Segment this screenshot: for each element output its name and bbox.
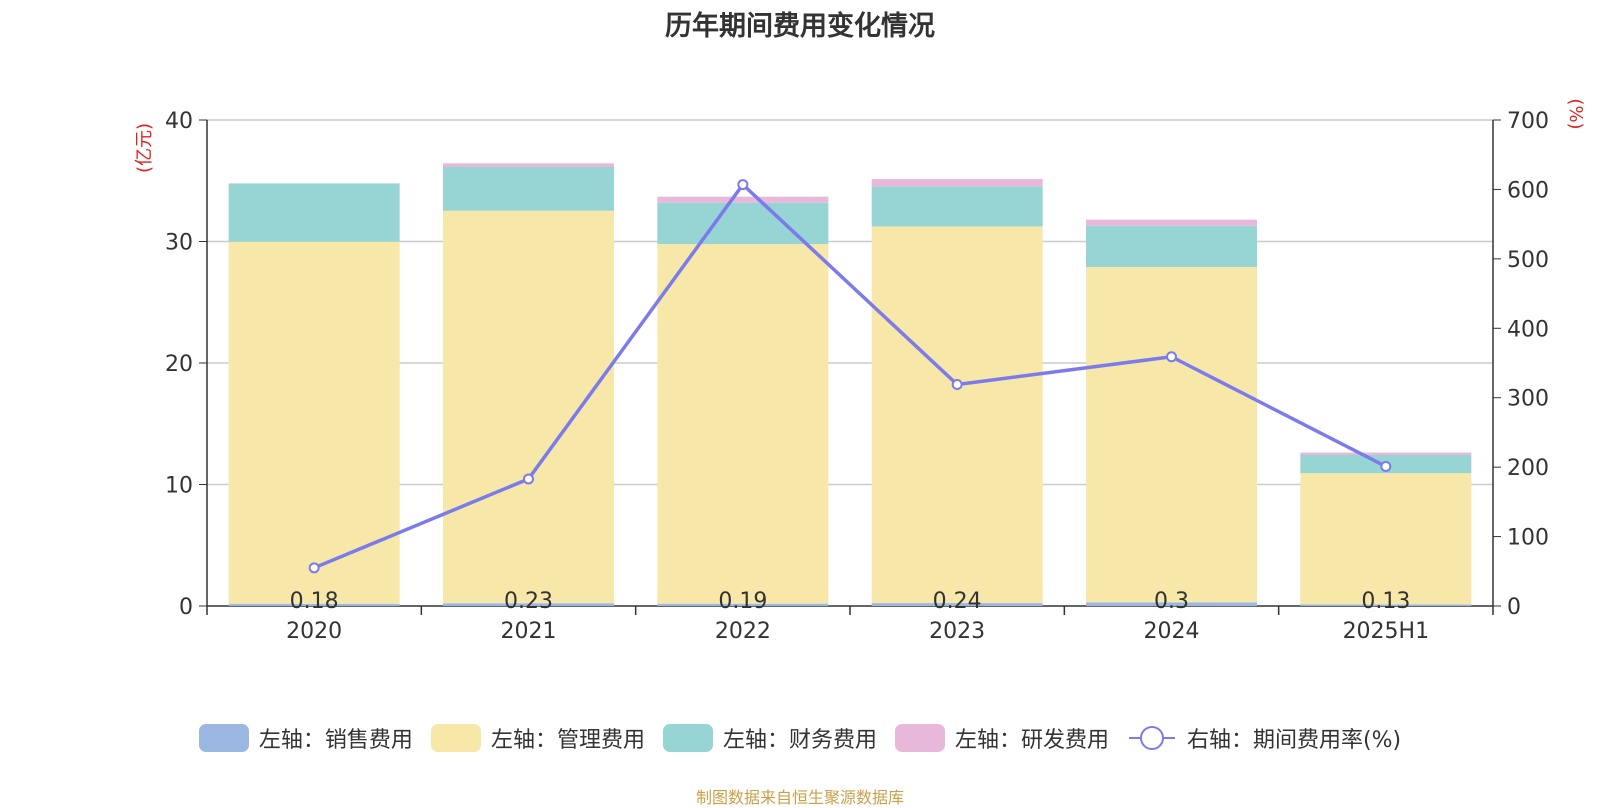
bar-value-label: 0.3 (1154, 589, 1189, 614)
chart-title: 历年期间费用变化情况 (665, 11, 935, 42)
left-axis-unit-label: (亿元) (134, 123, 155, 173)
bar-value-label: 0.24 (933, 589, 982, 614)
bar-segment-s2-c0 (228, 183, 400, 242)
legend-swatch-admin (430, 724, 481, 752)
rate-point-1 (523, 473, 534, 485)
bar-segment-s0-c4 (1086, 602, 1257, 606)
bar-value-label: 0.13 (1361, 589, 1410, 614)
bar-segment-s3-c5 (1300, 452, 1472, 455)
rate-point-5 (1380, 460, 1392, 472)
left-axis-tick-label: 0 (179, 595, 193, 620)
bar-segment-s1-c1 (443, 210, 614, 604)
bar-segment-s1-c5 (1300, 473, 1472, 605)
legend-label-rate: 右轴：期间费用率(%) (1186, 728, 1402, 753)
legend-item-rate[interactable]: 右轴：期间费用率(%) (1127, 722, 1401, 754)
legend-line-swatch-icon (1128, 726, 1175, 750)
bar-segment-s0-c0 (228, 603, 400, 606)
legend-item-admin[interactable]: 左轴：管理费用 (430, 722, 645, 754)
bar-segment-s1-c3 (871, 226, 1043, 604)
right-axis-tick-label: 300 (1507, 387, 1549, 412)
legend-item-sales[interactable]: 左轴：销售费用 (198, 722, 413, 754)
right-axis-tick-label: 500 (1507, 248, 1549, 273)
left-axis-tick-label: 10 (165, 474, 193, 499)
bar-segment-s3-c2 (657, 196, 829, 203)
x-axis-category-label: 2025H1 (1343, 619, 1430, 644)
x-axis-category-label: 2020 (286, 619, 342, 644)
right-axis-tick-label: 100 (1507, 526, 1549, 551)
right-axis-tick-label: 0 (1507, 595, 1521, 620)
right-axis-tick-label: 600 (1507, 178, 1549, 203)
bar-segment-s0-c2 (657, 603, 829, 606)
bar-value-label: 0.19 (718, 589, 767, 614)
legend-label-admin: 左轴：管理费用 (490, 728, 645, 753)
legend-swatch-rnd (894, 724, 945, 752)
rate-point-2 (737, 179, 749, 191)
bar-value-label: 0.23 (504, 589, 553, 614)
right-axis-tick-label: 700 (1507, 109, 1549, 134)
legend-label-finance: 左轴：财务费用 (722, 728, 877, 753)
source-note: 制图数据来自恒生聚源数据库 (695, 788, 904, 807)
bar-segment-s1-c2 (657, 244, 829, 604)
bar-segment-s2-c3 (871, 186, 1043, 227)
bar-segment-s1-c4 (1086, 267, 1257, 603)
bar-segment-s0-c1 (443, 603, 614, 606)
rate-line (313, 181, 1387, 570)
legend: 左轴：销售费用 左轴：管理费用 左轴：财务费用 左轴：研发费用 右轴：期间费用率… (0, 722, 1600, 754)
x-axis-category-label: 2023 (929, 619, 985, 644)
rate-point-0 (308, 562, 320, 574)
legend-label-rnd: 左轴：研发费用 (954, 728, 1109, 753)
bar-segment-s3-c1 (443, 163, 614, 168)
bar-value-label: 0.18 (290, 589, 339, 614)
right-axis-tick-label: 200 (1507, 456, 1549, 481)
left-axis-tick-label: 40 (165, 109, 193, 134)
bar-segment-s2-c2 (657, 202, 829, 245)
legend-item-rnd[interactable]: 左轴：研发费用 (894, 722, 1109, 754)
x-axis-category-label: 2021 (501, 619, 557, 644)
x-axis-category-label: 2024 (1144, 619, 1200, 644)
left-axis-tick-label: 30 (165, 231, 193, 256)
legend-label-sales: 左轴：销售费用 (258, 728, 413, 753)
rate-point-4 (1166, 351, 1177, 363)
legend-swatch-sales (198, 724, 249, 752)
bar-segment-s0-c3 (871, 603, 1043, 606)
bar-segment-s2-c1 (443, 167, 614, 211)
left-axis-tick-label: 20 (165, 352, 193, 377)
right-axis-unit-label: (%) (1565, 98, 1586, 129)
legend-swatch-finance (662, 724, 713, 752)
x-axis-category-label: 2022 (715, 619, 771, 644)
bar-segment-s3-c3 (871, 179, 1043, 187)
bar-segment-s0-c5 (1300, 604, 1472, 606)
legend-item-finance[interactable]: 左轴：财务费用 (662, 722, 877, 754)
bar-segment-s2-c4 (1086, 225, 1257, 268)
bar-segment-s1-c0 (228, 241, 400, 604)
rate-point-3 (951, 379, 963, 391)
right-axis-tick-label: 400 (1507, 317, 1549, 342)
bar-segment-s3-c4 (1086, 219, 1257, 226)
